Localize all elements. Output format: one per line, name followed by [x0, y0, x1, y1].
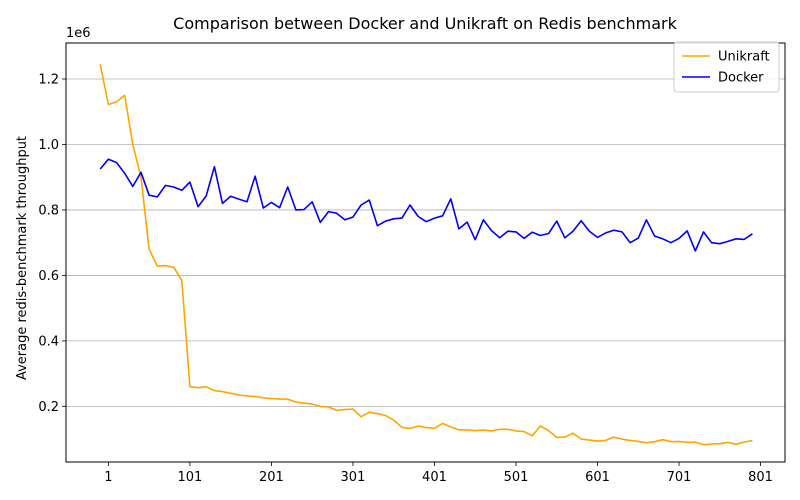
y-tick-label: 1.2	[38, 73, 59, 88]
y-axis-label: Average redis-benchmark throughput	[15, 136, 30, 380]
x-tick-label: 201	[259, 470, 284, 485]
x-tick-label: 601	[585, 470, 610, 485]
x-tick-label: 501	[504, 470, 529, 485]
series-line-docker	[99, 158, 753, 252]
plot-frame	[65, 42, 786, 463]
y-tick-label: 0.8	[38, 203, 59, 218]
chart-title: Comparison between Docker and Unikraft o…	[173, 14, 677, 33]
legend-box	[673, 41, 780, 93]
y-tick-label: 0.2	[38, 400, 59, 415]
legend-label: Docker	[718, 71, 764, 86]
y-offset-label: 1e6	[66, 26, 91, 41]
series-line-unikraft	[99, 64, 753, 446]
y-tick-label: 0.4	[38, 334, 59, 349]
legend: Unikraft Docker	[673, 41, 780, 93]
y-tick-label: 1.0	[38, 138, 59, 153]
x-tick-label: 101	[177, 470, 202, 485]
x-tick-label: 401	[422, 470, 447, 485]
series-lines	[99, 64, 753, 446]
x-axis: 1 101 201 301 401 501 601 701 801	[104, 462, 773, 485]
legend-label: Unikraft	[718, 50, 770, 65]
x-tick-label: 301	[341, 470, 366, 485]
x-tick-label: 801	[748, 470, 773, 485]
x-tick-label: 1	[104, 470, 112, 485]
x-tick-label: 701	[667, 470, 692, 485]
y-tick-label: 0.6	[38, 269, 59, 284]
y-axis: 0.2 0.4 0.6 0.8 1.0 1.2	[38, 73, 66, 415]
